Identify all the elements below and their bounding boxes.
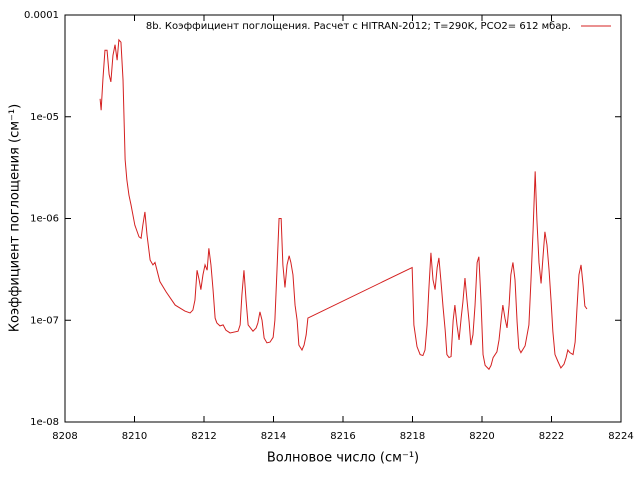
plot-frame (64, 14, 622, 423)
x-tick-label: 8218 (400, 431, 425, 442)
x-tick-label: 8208 (52, 431, 77, 442)
y-tick-label: 0.0001 (24, 10, 59, 21)
y-tick-label: 1e-08 (30, 417, 59, 428)
x-tick-label: 8224 (608, 431, 633, 442)
x-tick-label: 8214 (261, 431, 286, 442)
x-tick-label: 8216 (330, 431, 355, 442)
y-tick-label: 1e-05 (30, 112, 59, 123)
data-line (99, 38, 588, 371)
y-tick-label: 1e-06 (30, 214, 59, 225)
x-tick-label: 8212 (191, 431, 216, 442)
legend-label: 8b. Коэффициент поглощения. Расчет с HIT… (146, 21, 571, 32)
x-tick-label: 8220 (469, 431, 494, 442)
x-tick-label: 8210 (122, 431, 147, 442)
y-axis-label: Коэффициент поглощения (см⁻¹) (8, 104, 23, 332)
y-tick-label: 1e-07 (30, 315, 59, 326)
x-tick-label: 8222 (539, 431, 564, 442)
x-axis-label: Волновое число (см⁻¹) (267, 451, 419, 466)
